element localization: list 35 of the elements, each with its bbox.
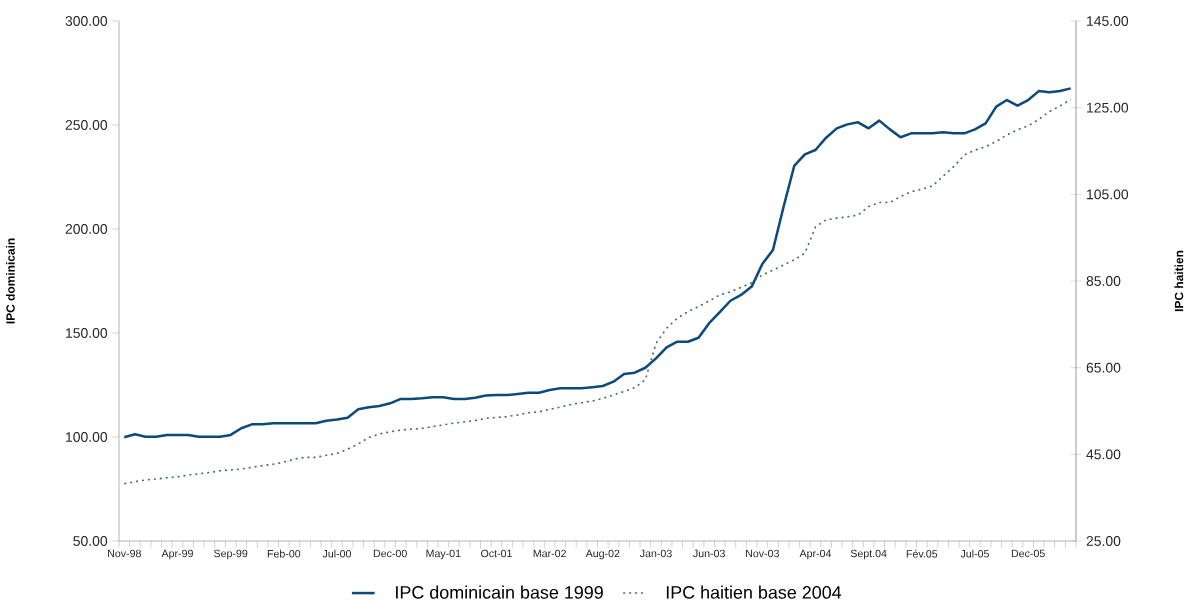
x-tick-label: Feb-00 <box>267 549 301 558</box>
y-tick-label: 200.00 <box>65 224 108 234</box>
x-tick-label: Sept.04 <box>850 549 887 560</box>
y-tick-label: 150.00 <box>66 328 108 338</box>
y2-tick-label: 45.00 <box>1086 449 1121 460</box>
y2-tick-label: 65.00 <box>1086 362 1121 373</box>
y2-tick-label: 125.00 <box>1087 102 1129 113</box>
x-tick-label: Aug-02 <box>585 549 620 560</box>
y-tick-label: 100.00 <box>66 432 108 442</box>
x-tick-label: Jun-03 <box>693 549 725 558</box>
y2-tick-label: 105.00 <box>1087 189 1129 200</box>
y2-axis-title: IPC haitien <box>1174 250 1184 312</box>
y2-tick-label: 25.00 <box>1086 536 1121 546</box>
x-tick-label: May-01 <box>426 549 461 560</box>
x-tick-label: Jul-00 <box>322 549 352 558</box>
y2-tick-label: 145.00 <box>1087 16 1129 26</box>
y-axis-title: IPC dominicain <box>5 238 15 324</box>
x-tick-label: Apr-99 <box>161 549 193 560</box>
x-tick-label: Nov-98 <box>108 549 141 558</box>
x-tick-label: Nov-03 <box>746 549 779 558</box>
legend-label: IPC haitien base 2004 <box>666 585 842 599</box>
x-tick-label: Jul-05 <box>960 549 989 558</box>
legend-label: IPC dominicain base 1999 <box>396 585 603 599</box>
x-tick-label: Fév.05 <box>906 549 938 558</box>
x-tick-label: Oct-01 <box>481 549 512 558</box>
x-tick-label: Dec-00 <box>373 549 407 558</box>
x-tick-label: Mar-02 <box>533 549 566 558</box>
x-tick-label: Dec-05 <box>1011 549 1045 558</box>
y-tick-label: 300.00 <box>65 16 108 26</box>
y-tick-label: 50.00 <box>73 536 108 546</box>
x-tick-label: Sep-99 <box>214 549 248 560</box>
x-tick-label: Apr-04 <box>799 549 832 560</box>
y2-tick-label: 85.00 <box>1086 276 1121 286</box>
y-tick-label: 250.00 <box>65 120 108 130</box>
x-tick-label: Jan-03 <box>639 549 672 558</box>
